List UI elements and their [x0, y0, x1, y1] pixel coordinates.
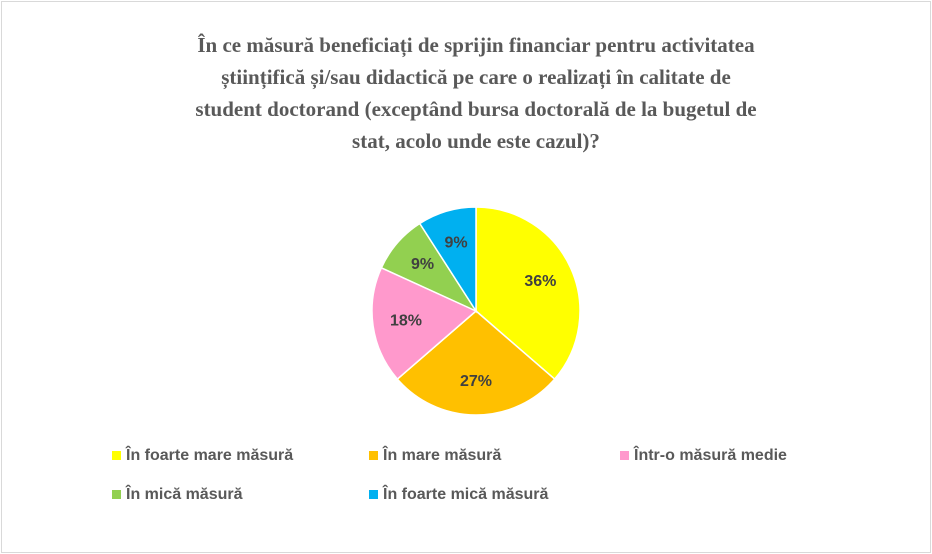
chart-title: În ce măsură beneficiați de sprijin fina… — [197, 33, 755, 58]
pie-slice — [396, 310, 556, 416]
legend-marker — [369, 451, 378, 460]
pie-slice — [475, 206, 581, 381]
data-label: 9% — [445, 234, 468, 251]
legend-label: Într-o măsură medie — [633, 445, 787, 464]
pie-slice — [418, 206, 477, 314]
chart-title: stat, acolo unde este cazul)? — [352, 129, 600, 153]
legend-marker — [620, 451, 629, 460]
legend-label: În mică măsură — [125, 484, 243, 503]
chart-title: științifică și/sau didactică pe care o r… — [221, 65, 731, 90]
legend-marker — [369, 490, 378, 499]
legend-marker — [112, 451, 121, 460]
data-label: 18% — [390, 312, 422, 329]
data-label: 9% — [411, 256, 434, 273]
chart-title: student doctorand (exceptând bursa docto… — [195, 97, 756, 121]
legend-label: În mare măsură — [382, 445, 501, 464]
pie-slice — [371, 266, 478, 381]
legend-marker — [112, 490, 121, 499]
legend-label: În foarte mică măsură — [382, 484, 549, 503]
data-label: 36% — [524, 273, 556, 290]
legend-label: În foarte mare măsură — [125, 445, 293, 464]
data-label: 27% — [460, 373, 492, 390]
